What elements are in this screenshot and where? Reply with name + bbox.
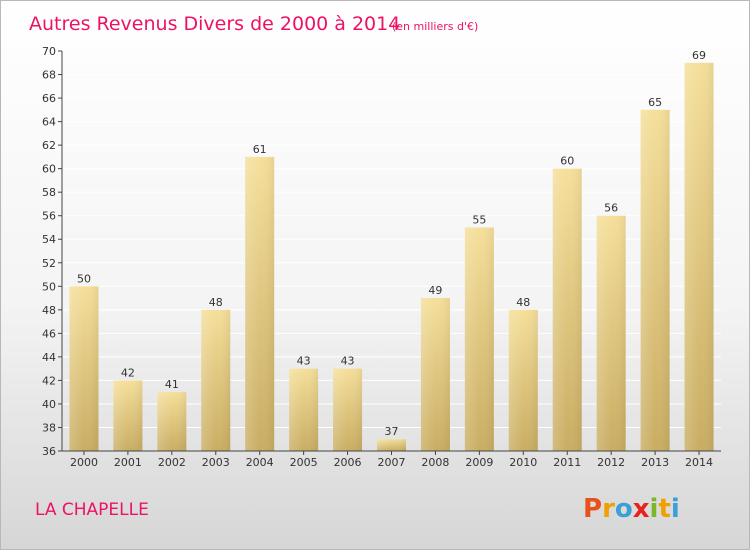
x-tick-label: 2000 bbox=[70, 456, 98, 469]
bar-shading bbox=[508, 309, 538, 451]
grid-lines bbox=[62, 50, 721, 428]
data-label: 69 bbox=[692, 49, 706, 62]
x-tick-label: 2003 bbox=[202, 456, 230, 469]
proxiti-logo: Proxiti bbox=[583, 494, 680, 524]
bar-shading bbox=[684, 62, 714, 451]
y-tick-label: 66 bbox=[42, 92, 56, 105]
y-tick-label: 40 bbox=[42, 398, 56, 411]
y-tick-label: 54 bbox=[42, 233, 56, 246]
commune-name: LA CHAPELLE bbox=[35, 500, 149, 520]
bar-shading bbox=[113, 380, 143, 451]
data-label: 48 bbox=[516, 296, 530, 309]
x-tick-label: 2006 bbox=[334, 456, 362, 469]
bar-shading bbox=[552, 168, 582, 451]
data-label: 61 bbox=[253, 143, 267, 156]
bar-shading bbox=[333, 368, 363, 451]
data-label: 65 bbox=[648, 96, 662, 109]
y-tick-label: 56 bbox=[42, 210, 56, 223]
bar-shading bbox=[420, 298, 450, 451]
y-tick-label: 68 bbox=[42, 69, 56, 82]
logo-letter: i bbox=[650, 494, 659, 524]
y-tick-label: 62 bbox=[42, 139, 56, 152]
y-tick-label: 36 bbox=[42, 445, 56, 458]
x-tick-label: 2014 bbox=[685, 456, 713, 469]
bar-shading bbox=[640, 109, 670, 451]
y-tick-label: 52 bbox=[42, 257, 56, 270]
x-tick-label: 2007 bbox=[378, 456, 406, 469]
data-label: 49 bbox=[428, 284, 442, 297]
y-tick-label: 42 bbox=[42, 374, 56, 387]
x-tick-label: 2002 bbox=[158, 456, 186, 469]
logo-letter: r bbox=[602, 494, 615, 524]
chart-title: Autres Revenus Divers de 2000 à 2014 bbox=[29, 13, 400, 35]
y-tick-label: 46 bbox=[42, 327, 56, 340]
data-label: 56 bbox=[604, 202, 618, 215]
data-label: 60 bbox=[560, 155, 574, 168]
y-tick-label: 58 bbox=[42, 186, 56, 199]
x-tick-label: 2004 bbox=[246, 456, 274, 469]
data-label: 55 bbox=[472, 213, 486, 226]
y-tick-label: 44 bbox=[42, 351, 56, 364]
data-label: 37 bbox=[385, 425, 399, 438]
logo-letter: t bbox=[658, 494, 670, 524]
x-axis-ticks: 2000 2001 2002 2003 2004 2005 2006 2007 2008 2009… bbox=[70, 451, 713, 469]
bar-shading bbox=[464, 227, 494, 451]
y-tick-label: 38 bbox=[42, 421, 56, 434]
logo-letter: P bbox=[583, 494, 602, 524]
bars: 50 42 41 48 61 43 43 37 49 55 48 60 56 65 69 bbox=[69, 49, 714, 451]
y-tick-label: 70 bbox=[42, 45, 56, 58]
y-tick-label: 48 bbox=[42, 304, 56, 317]
data-label: 48 bbox=[209, 296, 223, 309]
x-tick-label: 2012 bbox=[597, 456, 625, 469]
bar-shading bbox=[157, 392, 187, 451]
x-tick-label: 2008 bbox=[421, 456, 449, 469]
x-tick-label: 2013 bbox=[641, 456, 669, 469]
bar-shading bbox=[201, 309, 231, 451]
logo-letter: o bbox=[615, 494, 633, 524]
bar-shading bbox=[596, 215, 626, 451]
x-tick-label: 2011 bbox=[553, 456, 581, 469]
x-tick-label: 2005 bbox=[290, 456, 318, 469]
y-tick-label: 64 bbox=[42, 116, 56, 129]
x-tick-label: 2010 bbox=[509, 456, 537, 469]
x-tick-label: 2009 bbox=[465, 456, 493, 469]
data-label: 50 bbox=[77, 272, 91, 285]
data-label: 41 bbox=[165, 378, 179, 391]
x-tick-label: 2001 bbox=[114, 456, 142, 469]
logo-letter: x bbox=[633, 494, 650, 524]
bar-shading bbox=[245, 156, 275, 451]
y-axis-ticks: 36 38 40 42 44 46 48 50 52 54 56 58 60 62 64 66 68 70 bbox=[42, 45, 62, 458]
data-label: 43 bbox=[341, 355, 355, 368]
bar-shading bbox=[377, 439, 406, 451]
logo-letter: i bbox=[671, 494, 680, 524]
bar-shading bbox=[69, 286, 99, 451]
y-tick-label: 60 bbox=[42, 163, 56, 176]
data-label: 43 bbox=[297, 355, 311, 368]
chart-subtitle: (en milliers d'€) bbox=[392, 20, 478, 33]
bar-shading bbox=[289, 368, 319, 451]
data-label: 42 bbox=[121, 366, 135, 379]
y-tick-label: 50 bbox=[42, 280, 56, 293]
